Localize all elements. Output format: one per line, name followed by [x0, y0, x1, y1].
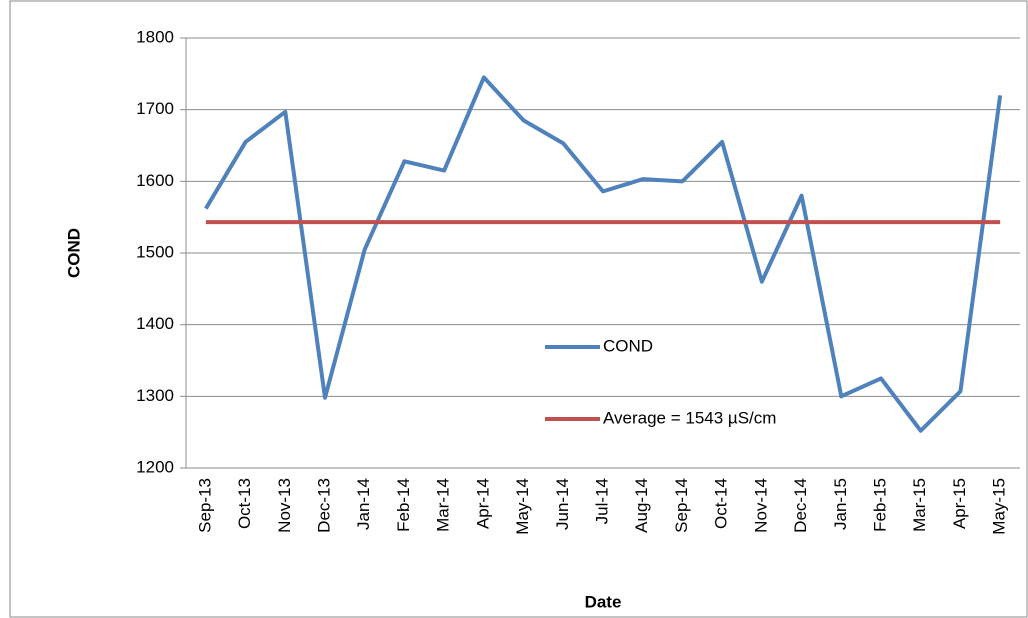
- x-tick-label: Nov-14: [751, 478, 770, 533]
- x-tick-label: Apr-15: [950, 478, 969, 529]
- x-tick-label: May-15: [990, 478, 1009, 535]
- x-tick-label: Mar-14: [434, 478, 453, 532]
- x-tick-label: Mar-15: [910, 478, 929, 532]
- y-tick-label: 1700: [136, 99, 174, 118]
- y-tick-label: 1200: [136, 457, 174, 476]
- x-tick-label: Jan-15: [831, 478, 850, 530]
- x-tick-label: Oct-13: [235, 478, 254, 529]
- x-tick-label: Feb-15: [870, 478, 889, 532]
- y-tick-label: 1600: [136, 171, 174, 190]
- x-tick-label: May-14: [513, 478, 532, 535]
- y-tick-label: 1800: [136, 27, 174, 46]
- x-tick-label: Jan-14: [354, 478, 373, 530]
- legend-label: COND: [603, 336, 653, 355]
- x-tick-label: Feb-14: [394, 478, 413, 532]
- x-tick-label: Dec-14: [791, 478, 810, 533]
- chart-frame: [9, 0, 1028, 618]
- y-tick-label: 1300: [136, 386, 174, 405]
- y-tick-label: 1500: [136, 242, 174, 261]
- x-tick-label: Apr-14: [473, 478, 492, 529]
- x-tick-label: Aug-14: [632, 478, 651, 533]
- y-axis-label: COND: [64, 228, 83, 278]
- x-tick-label: Nov-13: [275, 478, 294, 533]
- x-tick-label: Jul-14: [592, 478, 611, 524]
- legend-label: Average = 1543 µS/cm: [603, 408, 776, 427]
- x-axis-label: Date: [585, 592, 622, 611]
- x-tick-label: Oct-14: [712, 478, 731, 529]
- y-tick-label: 1400: [136, 314, 174, 333]
- data-line: [204, 75, 1003, 433]
- x-tick-label: Sep-13: [195, 478, 214, 533]
- x-tick-label: Dec-13: [314, 478, 333, 533]
- x-tick-label: Sep-14: [672, 478, 691, 533]
- x-tick-label: Jun-14: [553, 478, 572, 530]
